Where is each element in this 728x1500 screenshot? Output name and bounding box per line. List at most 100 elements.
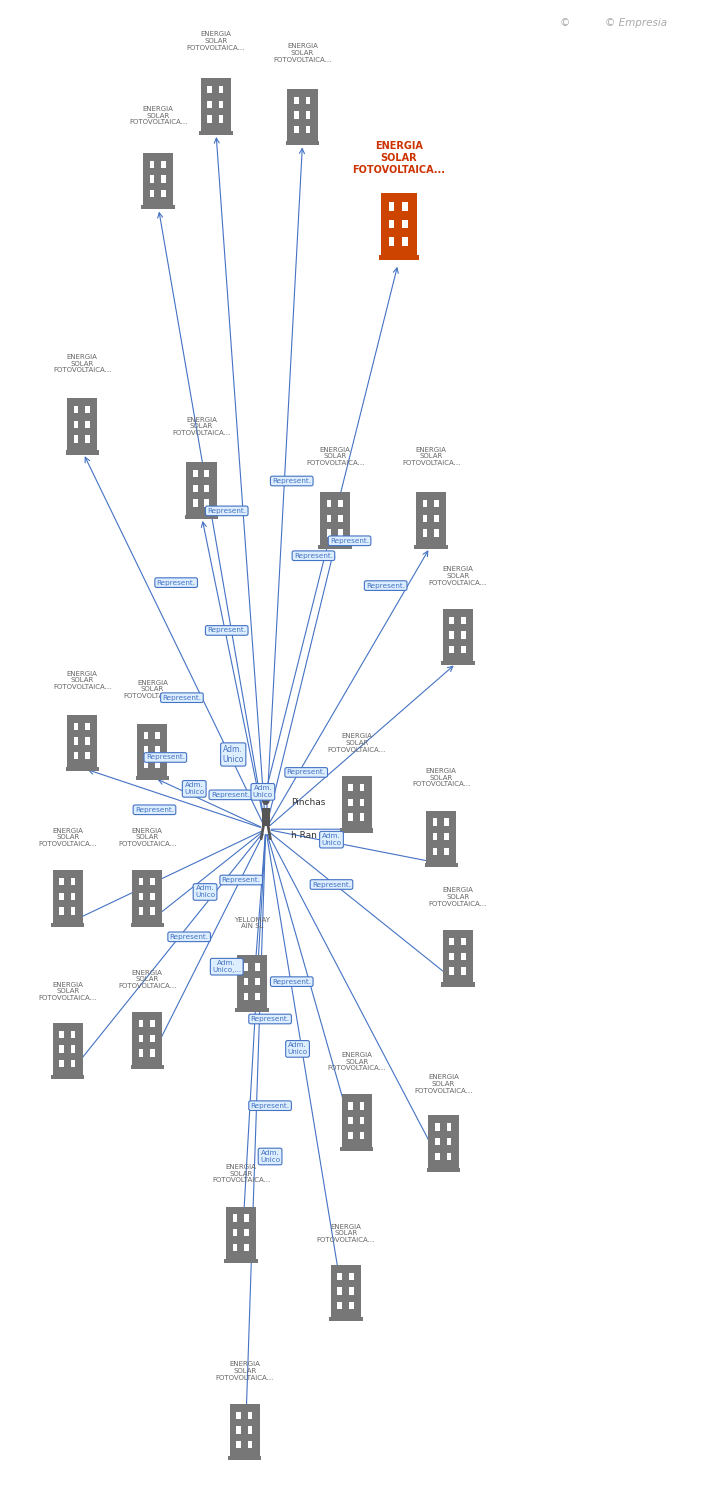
FancyBboxPatch shape bbox=[348, 813, 353, 820]
FancyBboxPatch shape bbox=[414, 544, 448, 549]
FancyBboxPatch shape bbox=[207, 100, 212, 108]
Text: ENERGIA
SOLAR
FOTOVOLTAICA...: ENERGIA SOLAR FOTOVOLTAICA... bbox=[352, 141, 446, 174]
FancyBboxPatch shape bbox=[424, 862, 458, 867]
FancyBboxPatch shape bbox=[150, 1020, 155, 1028]
FancyBboxPatch shape bbox=[318, 544, 352, 549]
FancyBboxPatch shape bbox=[205, 484, 209, 492]
FancyBboxPatch shape bbox=[327, 514, 331, 522]
FancyBboxPatch shape bbox=[144, 732, 149, 740]
FancyBboxPatch shape bbox=[85, 752, 90, 759]
FancyBboxPatch shape bbox=[341, 1095, 372, 1148]
FancyBboxPatch shape bbox=[338, 514, 343, 522]
FancyBboxPatch shape bbox=[155, 747, 160, 753]
FancyBboxPatch shape bbox=[294, 96, 298, 104]
FancyBboxPatch shape bbox=[461, 968, 465, 975]
FancyBboxPatch shape bbox=[435, 1138, 440, 1144]
FancyBboxPatch shape bbox=[71, 908, 76, 915]
FancyBboxPatch shape bbox=[244, 963, 248, 970]
FancyBboxPatch shape bbox=[51, 1076, 84, 1078]
FancyBboxPatch shape bbox=[446, 1152, 451, 1160]
Text: ENERGIA
SOLAR
FOTOVOLTAICA...: ENERGIA SOLAR FOTOVOLTAICA... bbox=[212, 1164, 270, 1184]
FancyBboxPatch shape bbox=[219, 116, 223, 123]
FancyBboxPatch shape bbox=[150, 1035, 155, 1042]
Text: ENERGIA
SOLAR
FOTOVOLTAICA...: ENERGIA SOLAR FOTOVOLTAICA... bbox=[402, 447, 460, 466]
Text: Represent.: Represent. bbox=[272, 478, 312, 484]
FancyBboxPatch shape bbox=[248, 1442, 253, 1449]
Text: Adm.
Unico: Adm. Unico bbox=[322, 833, 341, 846]
FancyBboxPatch shape bbox=[66, 766, 99, 771]
FancyBboxPatch shape bbox=[327, 500, 331, 507]
FancyBboxPatch shape bbox=[139, 878, 143, 885]
FancyBboxPatch shape bbox=[294, 111, 298, 118]
FancyBboxPatch shape bbox=[52, 870, 83, 922]
FancyBboxPatch shape bbox=[186, 462, 217, 514]
FancyBboxPatch shape bbox=[244, 1215, 249, 1221]
FancyBboxPatch shape bbox=[423, 514, 427, 522]
FancyBboxPatch shape bbox=[306, 96, 310, 104]
Text: ©: © bbox=[560, 18, 574, 28]
FancyBboxPatch shape bbox=[449, 968, 454, 975]
FancyBboxPatch shape bbox=[360, 1118, 364, 1125]
FancyBboxPatch shape bbox=[389, 237, 394, 246]
Text: ENERGIA
SOLAR
FOTOVOLTAICA...: ENERGIA SOLAR FOTOVOLTAICA... bbox=[173, 417, 231, 436]
FancyBboxPatch shape bbox=[320, 492, 350, 544]
FancyBboxPatch shape bbox=[150, 160, 154, 168]
FancyBboxPatch shape bbox=[71, 1046, 76, 1053]
FancyBboxPatch shape bbox=[193, 470, 197, 477]
Text: Adm.
Unico: Adm. Unico bbox=[260, 1150, 280, 1162]
FancyBboxPatch shape bbox=[248, 1426, 253, 1434]
Text: Represent.: Represent. bbox=[366, 582, 405, 588]
Circle shape bbox=[261, 788, 270, 804]
FancyBboxPatch shape bbox=[132, 1013, 162, 1065]
FancyBboxPatch shape bbox=[349, 1302, 354, 1310]
FancyBboxPatch shape bbox=[155, 732, 160, 740]
Text: h Ran: h Ran bbox=[291, 831, 317, 840]
Text: ENERGIA
SOLAR
FOTOVOLTAICA...: ENERGIA SOLAR FOTOVOLTAICA... bbox=[317, 1224, 375, 1244]
Text: ENERGIA
SOLAR
FOTOVOLTAICA...: ENERGIA SOLAR FOTOVOLTAICA... bbox=[328, 734, 386, 753]
FancyBboxPatch shape bbox=[360, 1102, 364, 1110]
FancyBboxPatch shape bbox=[433, 847, 438, 855]
Text: Adm.
Unico,...: Adm. Unico,... bbox=[212, 960, 241, 974]
FancyBboxPatch shape bbox=[237, 956, 267, 1008]
FancyBboxPatch shape bbox=[74, 738, 79, 744]
FancyBboxPatch shape bbox=[139, 1050, 143, 1056]
FancyBboxPatch shape bbox=[85, 420, 90, 428]
FancyBboxPatch shape bbox=[349, 1287, 354, 1294]
FancyBboxPatch shape bbox=[341, 776, 372, 828]
Text: © Empresia: © Empresia bbox=[605, 18, 668, 28]
FancyBboxPatch shape bbox=[244, 1228, 249, 1236]
FancyBboxPatch shape bbox=[139, 1035, 143, 1042]
FancyBboxPatch shape bbox=[286, 141, 320, 146]
FancyBboxPatch shape bbox=[135, 776, 169, 780]
FancyBboxPatch shape bbox=[233, 1215, 237, 1221]
FancyBboxPatch shape bbox=[338, 1272, 342, 1280]
FancyBboxPatch shape bbox=[435, 1124, 440, 1131]
FancyBboxPatch shape bbox=[229, 1404, 260, 1456]
FancyBboxPatch shape bbox=[426, 810, 456, 862]
Text: Represent.: Represent. bbox=[312, 882, 351, 888]
FancyBboxPatch shape bbox=[237, 1412, 241, 1419]
FancyBboxPatch shape bbox=[143, 153, 173, 206]
FancyBboxPatch shape bbox=[360, 1131, 364, 1138]
FancyBboxPatch shape bbox=[130, 1065, 164, 1070]
FancyBboxPatch shape bbox=[348, 1118, 353, 1125]
Text: Represent.: Represent. bbox=[146, 754, 185, 760]
FancyBboxPatch shape bbox=[85, 435, 90, 442]
Text: Represent.: Represent. bbox=[287, 770, 325, 776]
Text: Represent.: Represent. bbox=[222, 878, 261, 884]
FancyBboxPatch shape bbox=[443, 609, 473, 662]
Text: ENERGIA
SOLAR
FOTOVOLTAICA...: ENERGIA SOLAR FOTOVOLTAICA... bbox=[39, 981, 97, 1000]
FancyBboxPatch shape bbox=[150, 176, 154, 183]
Text: Adm.
Unico: Adm. Unico bbox=[223, 746, 244, 764]
FancyBboxPatch shape bbox=[193, 500, 197, 507]
FancyBboxPatch shape bbox=[416, 492, 446, 544]
FancyBboxPatch shape bbox=[244, 978, 248, 986]
FancyBboxPatch shape bbox=[59, 1030, 64, 1038]
FancyBboxPatch shape bbox=[338, 1287, 342, 1294]
FancyBboxPatch shape bbox=[348, 784, 353, 792]
FancyBboxPatch shape bbox=[441, 662, 475, 666]
Text: ENERGIA
SOLAR
FOTOVOLTAICA...: ENERGIA SOLAR FOTOVOLTAICA... bbox=[186, 32, 245, 51]
FancyBboxPatch shape bbox=[338, 500, 343, 507]
FancyBboxPatch shape bbox=[306, 111, 310, 118]
FancyBboxPatch shape bbox=[403, 202, 408, 211]
